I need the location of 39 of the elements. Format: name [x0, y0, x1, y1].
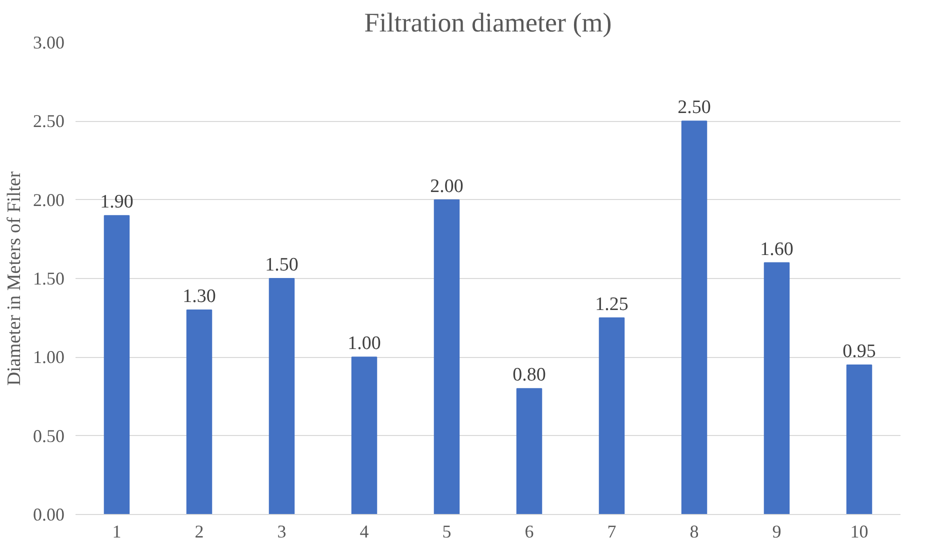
data-label: 1.25: [595, 294, 628, 315]
x-tick-label: 9: [772, 522, 782, 542]
y-tick-label: 1.00: [33, 347, 64, 368]
bar: [598, 317, 625, 514]
bar: [846, 364, 872, 514]
data-label: 1.50: [265, 254, 298, 276]
bar: [104, 215, 130, 514]
x-tick-label: 5: [442, 522, 452, 542]
bar: [186, 309, 212, 514]
x-tick-label: 2: [194, 522, 204, 542]
x-tick-label: 6: [524, 522, 534, 542]
data-label: 1.90: [100, 192, 134, 213]
y-tick-label: 1.50: [33, 268, 64, 288]
bar: [434, 199, 460, 514]
bar: [681, 120, 708, 514]
y-tick-label: 3.00: [33, 32, 64, 52]
data-label: 2.00: [430, 176, 464, 197]
y-tick-label: 2.00: [33, 190, 64, 210]
bar: [268, 278, 295, 514]
y-tick-label: 0.50: [33, 426, 64, 446]
x-tick-label: 3: [277, 522, 286, 542]
data-label: 0.95: [842, 341, 876, 362]
data-label: 1.60: [760, 238, 794, 260]
x-tick-label: 10: [850, 522, 868, 542]
chart-title: Filtration diameter (m): [364, 8, 612, 38]
data-label: 2.50: [678, 97, 711, 118]
x-tick-label: 4: [360, 522, 369, 542]
x-tick-label: 7: [607, 522, 616, 542]
y-tick-label: 2.50: [33, 111, 64, 132]
bar: [351, 356, 378, 514]
data-label: 1.30: [182, 286, 216, 307]
data-label: 0.80: [512, 364, 546, 386]
data-label: 1.00: [348, 333, 381, 354]
x-tick-label: 8: [690, 522, 699, 542]
x-tick-label: 1: [112, 522, 122, 542]
bar: [764, 262, 790, 514]
bar: [516, 388, 542, 514]
y-axis-title: Diameter in Meters of Filter: [4, 170, 25, 386]
y-tick-label: 0.00: [33, 504, 64, 524]
